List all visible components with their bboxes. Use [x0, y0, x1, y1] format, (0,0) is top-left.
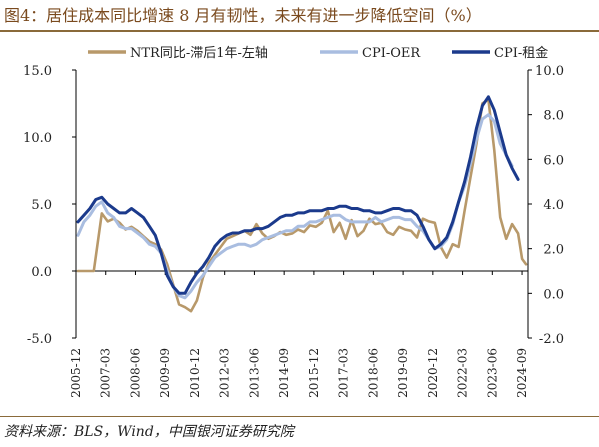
chart-axes: -5.0 0.0 5.0 10.0 15.0 -2.0 0.0 2.0 4.0 6.0 8.0 10.… — [23, 64, 564, 398]
series-line-2 — [76, 95, 520, 295]
right-tick-label: 0.0 — [543, 287, 564, 302]
x-tick-label: 2022-03 — [456, 348, 470, 398]
right-tick-label: 8.0 — [543, 109, 564, 124]
chart-series — [76, 95, 528, 313]
x-tick-label: 2008-06 — [128, 348, 142, 398]
x-tick-label: 2020-12 — [426, 348, 440, 398]
x-tick-label: 2019-09 — [396, 348, 410, 398]
x-tick-label: 2012-03 — [218, 348, 232, 398]
x-tick-label: 2005-12 — [69, 348, 83, 398]
legend-label: NTR同比-滞后1年-左轴 — [130, 46, 268, 61]
right-tick-label: 2.0 — [543, 243, 564, 258]
legend-label: CPI-OER — [362, 46, 421, 61]
left-tick-label: 0.0 — [31, 265, 52, 280]
x-tick-label: 2017-03 — [337, 348, 351, 398]
x-tick-label: 2009-09 — [158, 348, 172, 398]
left-tick-label: 15.0 — [23, 64, 52, 79]
source-divider — [0, 416, 599, 417]
right-tick-label: 6.0 — [543, 153, 564, 168]
right-tick-label: 10.0 — [535, 64, 564, 79]
x-tick-label: 2023-06 — [485, 348, 499, 398]
right-tick-label: 4.0 — [543, 198, 564, 213]
line-chart: NTR同比-滞后1年-左轴 CPI-OER CPI-租金 -5.0 0.0 5.0 10.… — [23, 45, 564, 398]
title-underline — [0, 30, 599, 32]
x-tick-label: 2013-06 — [247, 348, 261, 398]
right-tick-label: -2.0 — [539, 332, 564, 347]
x-tick-label: 2007-03 — [99, 348, 113, 398]
x-tick-label: 2018-06 — [366, 348, 380, 398]
x-tick-label: 2014-09 — [277, 348, 291, 398]
left-tick-label: -5.0 — [27, 332, 52, 347]
chart-legend: NTR同比-滞后1年-左轴 CPI-OER CPI-租金 — [88, 45, 548, 61]
chart-title: 图4：居住成本同比增速 8 月有韧性，未来有进一步降低空间（%） — [4, 6, 482, 25]
left-tick-label: 10.0 — [23, 131, 52, 146]
x-tick-label: 2024-09 — [515, 348, 529, 398]
source-note: 资料来源：BLS，Wind，中国银河证券研究院 — [4, 424, 294, 440]
series-line-1 — [76, 113, 514, 300]
left-tick-label: 5.0 — [31, 198, 52, 213]
x-tick-label: 2010-12 — [188, 348, 202, 398]
x-tick-label: 2015-12 — [307, 348, 321, 398]
legend-label: CPI-租金 — [494, 45, 548, 61]
